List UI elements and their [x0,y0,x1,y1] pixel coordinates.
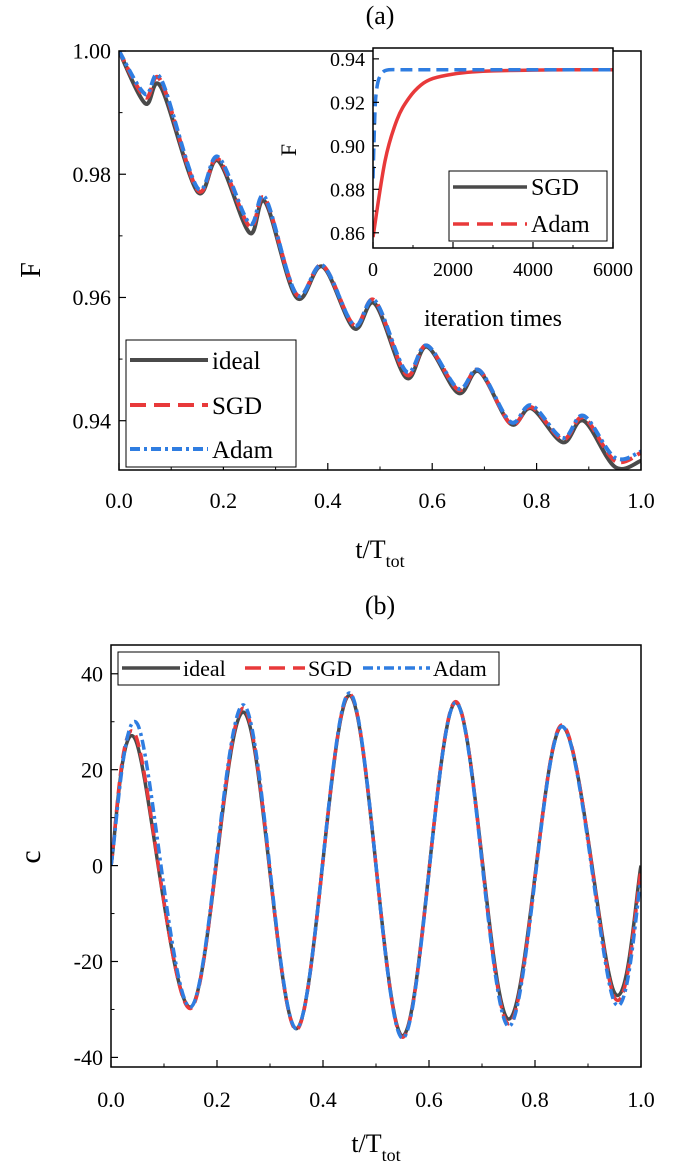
panel-b-xtick-label: 0.8 [521,1087,549,1112]
panel-a-xtick-label: 0.8 [523,488,551,513]
panel-a-ytick-label: 0.96 [73,285,112,310]
inset: 0 2000 4000 6000 0.86 0.88 0.90 0.92 0.94 F iter… [276,47,633,332]
panel-b-legend: ideal SGD Adam [117,651,500,686]
panel-a-ylabel: F [16,262,47,278]
panel-a-xtick-label: 0.6 [418,488,446,513]
panel-a-legend: ideal SGD Adam [125,339,297,468]
panel-a-xtick-label: 1.0 [627,488,655,513]
panel-a-xlabel: t/Ttot [355,535,404,571]
inset-axes: 0 2000 4000 6000 0.86 0.88 0.90 0.92 0.94 [330,49,633,281]
panel-b-axes: 0.0 0.2 0.4 0.6 0.8 1.0 -40 -20 0 20 40 [74,661,655,1112]
panel-a-axes: 0.0 0.2 0.4 0.6 0.8 1.0 0.94 0.96 0.98 1.00 [73,39,655,513]
panel-a-ytick-label: 0.94 [73,408,112,433]
panel-b-ytick-label: 20 [81,757,103,782]
legend-sgd-label: SGD [212,393,262,420]
panel-a-label: (a) [366,1,395,30]
legend-adam-label: Adam [212,437,274,464]
inset-legend-adam-label: Adam [531,212,590,238]
inset-ytick-label: 0.92 [330,92,365,114]
panel-b-xtick-label: 1.0 [627,1087,655,1112]
inset-xtick-label: 2000 [433,259,473,281]
panel-b-xtick-label: 0.6 [415,1087,443,1112]
panel-b-ytick-label: 0 [92,853,103,878]
panel-b-xlabel-sub: tot [382,1145,401,1165]
inset-legend-sgd-label: SGD [531,175,579,201]
panel-b-ytick-label: 40 [81,661,103,686]
panel-a-xtick-label: 0.2 [210,488,238,513]
inset-ylabel: F [276,144,301,156]
legend-b-sgd-label: SGD [308,656,352,681]
inset-ytick-label: 0.94 [330,49,365,71]
panel-a-xtick-label: 0.0 [105,488,133,513]
legend-ideal-label: ideal [212,348,261,375]
panel-a-ytick-label: 0.98 [73,162,112,187]
panel-a-xlabel-main: t/T [355,535,385,564]
inset-plot-area [373,67,613,238]
legend-b-ideal-label: ideal [183,656,226,681]
inset-series-adam [373,67,613,179]
inset-legend: SGD Adam [448,170,608,242]
inset-ytick-label: 0.88 [330,179,365,201]
inset-xlabel: iteration times [424,306,562,332]
inset-xtick-label: 0 [368,259,378,281]
panel-a: (a) 0.0 0.2 0.4 0.6 0.8 1.0 0.94 0.96 0.98 1.00 F… [16,1,655,571]
panel-b-ylabel: c [14,850,47,863]
panel-b-xlabel: t/Ttot [351,1129,400,1165]
panel-b-series-adam [111,691,641,1040]
panel-a-xtick-label: 0.4 [314,488,342,513]
panel-b-ytick-label: -40 [74,1045,103,1070]
panel-b-legend-box [117,651,500,686]
legend-b-adam-label: Adam [433,656,487,681]
panel-b-xtick-label: 0.4 [309,1087,337,1112]
panel-a-plot-area [119,51,641,470]
panel-b-xtick-label: 0.2 [203,1087,231,1112]
panel-b-label: (b) [365,591,395,620]
panel-b: (b) 0.0 0.2 0.4 0.6 0.8 1.0 -40 -20 0 20 40 c t/Tt… [14,591,655,1165]
inset-ytick-label: 0.90 [330,136,365,158]
panel-a-xlabel-sub: tot [386,551,405,571]
panel-a-ytick-label: 1.00 [73,39,112,64]
inset-ytick-label: 0.86 [330,223,365,245]
panel-a-series-adam [119,51,641,462]
inset-legend-box [448,170,608,242]
panel-b-xtick-label: 0.0 [97,1087,125,1112]
panel-b-plot-area [111,691,641,1040]
inset-xtick-label: 6000 [593,259,633,281]
panel-b-ytick-label: -20 [74,949,103,974]
inset-xtick-label: 4000 [513,259,553,281]
panel-b-xlabel-main: t/T [351,1129,381,1158]
